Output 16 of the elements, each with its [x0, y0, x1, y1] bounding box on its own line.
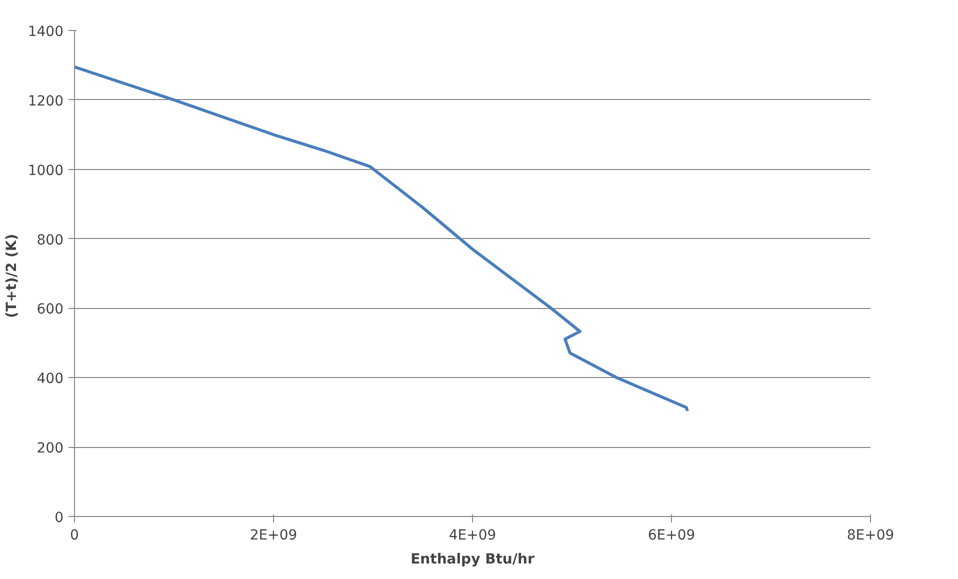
- y-tick-label: 600: [36, 302, 64, 318]
- x-axis-title: Enthalpy Btu/hr: [410, 552, 534, 568]
- y-axis-title: (T+t)/2 (K): [4, 234, 20, 318]
- x-tick-label: 6E+09: [648, 528, 696, 544]
- y-tick-label: 800: [36, 232, 64, 248]
- line-series: [74, 65, 689, 412]
- y-tick-label: 200: [36, 440, 64, 457]
- y-tick-label: 1000: [28, 162, 64, 179]
- x-tick-label: 4E+09: [448, 528, 496, 544]
- x-tick-label: 2E+09: [250, 528, 298, 544]
- x-tick-label: 0: [70, 528, 79, 544]
- y-tick-label: 1200: [28, 93, 64, 110]
- y-tick-label: 1400: [28, 24, 64, 40]
- y-tick-label: 400: [36, 371, 64, 388]
- y-tick-label: 0: [54, 510, 64, 526]
- x-tick-label: 8E+09: [846, 528, 894, 544]
